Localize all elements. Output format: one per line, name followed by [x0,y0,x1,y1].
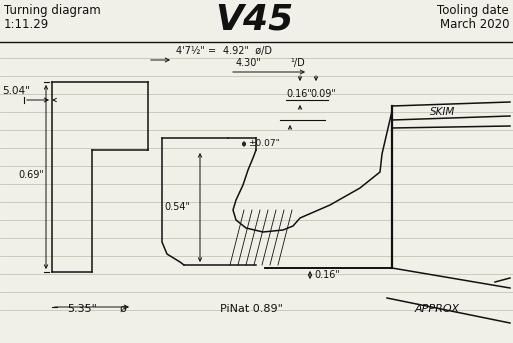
Text: 5.35": 5.35" [67,304,97,314]
Text: 0.54": 0.54" [164,202,190,213]
Text: 4.30": 4.30" [236,58,262,68]
Text: 0.16": 0.16" [314,270,340,280]
Text: 4.92"  ø/D: 4.92" ø/D [223,46,272,56]
Text: 4'7½" =: 4'7½" = [176,46,216,56]
Text: Tooling date: Tooling date [437,4,509,17]
Text: ¹/D: ¹/D [290,58,305,68]
Text: 1:11.29: 1:11.29 [4,18,49,31]
Text: 0.09": 0.09" [310,89,336,99]
Text: 0.69": 0.69" [18,170,44,180]
Text: 5.04": 5.04" [2,86,30,96]
Text: ±0.07": ±0.07" [248,140,280,149]
Text: APPROX: APPROX [415,304,460,314]
Text: 0.16": 0.16" [286,89,312,99]
Text: V45: V45 [215,2,293,36]
Text: Turning diagram: Turning diagram [4,4,101,17]
Text: March 2020: March 2020 [440,18,509,31]
Text: PiNat 0.89": PiNat 0.89" [220,304,283,314]
Text: SKIM: SKIM [430,107,456,117]
Text: ø: ø [120,304,127,314]
